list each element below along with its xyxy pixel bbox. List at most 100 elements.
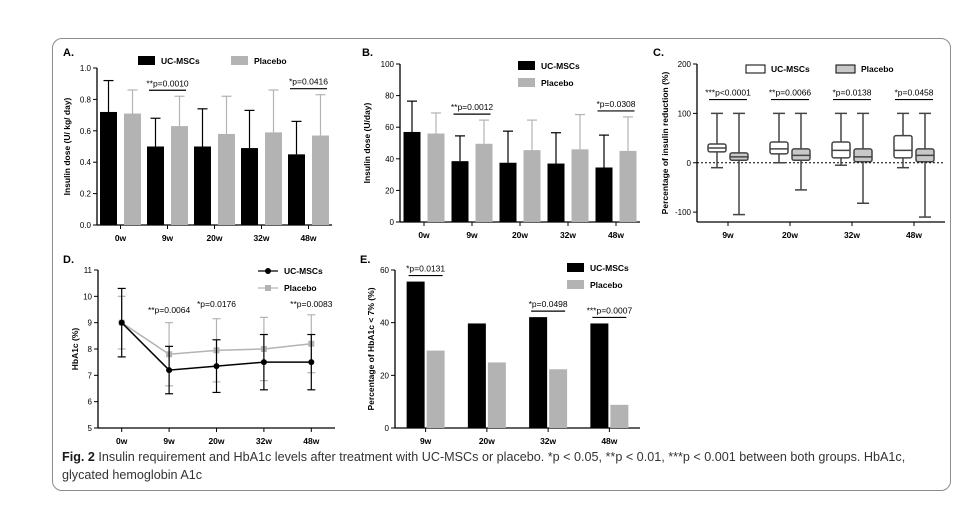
bar-placebo: [475, 143, 493, 222]
x-tick-label: 9w: [466, 230, 478, 240]
legend-marker: [265, 268, 271, 274]
y-tick-label: 40: [385, 155, 394, 164]
y-tick-label: 20: [380, 371, 389, 380]
legend-swatch: [745, 64, 766, 74]
x-tick-label: 0w: [418, 230, 430, 240]
bar-uc-mscs: [547, 163, 565, 222]
legend-label: UC-MSCs: [590, 263, 629, 273]
bar-uc-mscs: [100, 111, 117, 225]
bar-uc-mscs: [467, 323, 486, 428]
data-point-uc-mscs: [308, 359, 315, 366]
x-tick-label: 9w: [420, 436, 432, 446]
x-tick-label: 20w: [479, 436, 495, 446]
y-tick-label: 0.6: [80, 127, 92, 136]
bar-uc-mscs: [406, 281, 425, 428]
y-axis-label: Insulin dose (U/day): [362, 102, 372, 183]
bar-uc-mscs: [403, 131, 421, 222]
data-point-uc-mscs: [166, 367, 173, 374]
box-placebo: [853, 148, 873, 163]
panel-label: C.: [653, 47, 664, 59]
x-tick-label: 9w: [722, 230, 734, 240]
significance-label: *p=0.0138: [833, 88, 872, 98]
legend-swatch: [567, 263, 584, 272]
panel-e: E. 0 20 40 60 Percentage of HbA1c < 7% (%) 9w 2…: [360, 254, 640, 446]
x-tick-label: 48w: [601, 436, 617, 446]
x-tick-label: 48w: [906, 230, 922, 240]
y-tick-label: 60: [385, 123, 394, 132]
y-tick-label: 100: [381, 60, 395, 69]
x-tick-label: 48w: [303, 436, 319, 446]
significance-label: ***p<0.0001: [705, 88, 751, 98]
y-tick-label: 0.0: [80, 221, 92, 230]
x-tick-label: 48w: [300, 233, 316, 243]
y-tick-label: 5: [88, 424, 93, 433]
panel-label: A.: [63, 47, 74, 59]
x-tick-label: 48w: [608, 230, 624, 240]
significance-label: *p=0.0416: [289, 77, 328, 87]
legend-swatch: [567, 280, 584, 289]
significance-label: *p=0.0308: [597, 99, 636, 109]
bar-uc-mscs: [451, 161, 469, 222]
x-tick-label: 0w: [116, 436, 128, 446]
legend-swatch: [518, 78, 535, 87]
legend-label: UC-MSCs: [284, 266, 323, 276]
bar-placebo: [571, 149, 589, 222]
y-tick-label: 1.0: [80, 64, 92, 73]
y-tick-label: 0: [390, 218, 395, 227]
x-tick-label: 20w: [512, 230, 528, 240]
x-tick-label: 32w: [560, 230, 576, 240]
bar-placebo: [265, 132, 282, 225]
y-axis-label: Percentage of insulin reduction (%): [660, 72, 670, 215]
box-uc-mscs: [769, 141, 789, 155]
bar-uc-mscs: [288, 154, 305, 225]
panel-label: E.: [360, 254, 370, 266]
figure-frame: [52, 38, 951, 491]
y-axis-label: Percentage of HbA1c < 7% (%): [366, 287, 376, 410]
bar-placebo: [427, 133, 445, 222]
y-tick-label: -100: [675, 208, 692, 217]
bar-placebo: [124, 113, 141, 225]
significance-label: *p=0.0498: [529, 299, 568, 309]
x-tick-label: 32w: [253, 233, 269, 243]
panel-label: D.: [63, 254, 74, 266]
bar-placebo: [312, 135, 329, 225]
bar-uc-mscs: [595, 167, 613, 222]
y-tick-label: 80: [385, 92, 394, 101]
significance-label: **p=0.0083: [290, 299, 333, 309]
y-tick-label: 7: [88, 371, 93, 380]
y-tick-label: 100: [678, 109, 692, 118]
y-tick-label: 0.4: [80, 158, 92, 167]
bar-uc-mscs: [241, 148, 258, 225]
panel-label: B.: [362, 47, 373, 59]
x-tick-label: 20w: [208, 436, 224, 446]
legend-label: UC-MSCs: [161, 56, 200, 66]
data-point-uc-mscs: [213, 363, 220, 370]
x-tick-label: 20w: [782, 230, 798, 240]
bar-placebo: [619, 150, 637, 222]
bar-placebo: [487, 362, 506, 428]
y-tick-label: 11: [84, 266, 93, 275]
y-tick-label: 20: [385, 186, 394, 195]
x-tick-label: 0w: [115, 233, 127, 243]
y-tick-label: 0.2: [80, 190, 92, 199]
bar-uc-mscs: [194, 146, 211, 225]
bar-placebo: [218, 133, 235, 225]
significance-label: **p=0.0010: [146, 78, 189, 88]
significance-label: *p=0.0131: [406, 264, 445, 274]
y-tick-label: 200: [678, 60, 692, 69]
bar-placebo: [549, 369, 568, 428]
bar-placebo: [426, 350, 445, 428]
y-tick-label: 0: [385, 424, 390, 433]
significance-label: **p=0.0012: [451, 102, 494, 112]
x-tick-label: 9w: [163, 436, 175, 446]
bar-uc-mscs: [529, 317, 548, 428]
bar-uc-mscs: [499, 162, 517, 222]
legend-swatch: [835, 64, 856, 74]
legend-label: UC-MSCs: [771, 64, 810, 74]
y-tick-label: 0: [687, 159, 692, 168]
x-tick-label: 9w: [162, 233, 174, 243]
bar-placebo: [610, 404, 629, 428]
legend-swatch: [518, 61, 535, 70]
legend-marker: [265, 285, 271, 291]
